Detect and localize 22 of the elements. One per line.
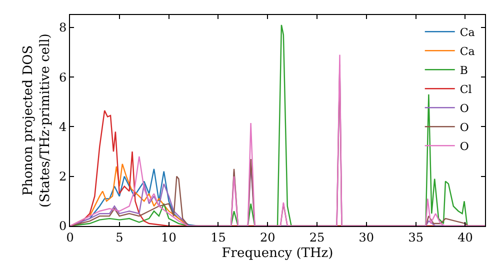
y-tick-label: 0 [58, 219, 67, 234]
legend-label: O [460, 102, 469, 115]
x-tick-label: 35 [408, 230, 424, 244]
x-tick-label: 10 [161, 230, 176, 244]
x-tick-label: 30 [358, 230, 374, 244]
x-tick-label: 15 [210, 230, 226, 244]
y-axis-title: Phonon projected DOS (States/THz·primitive cell) [21, 33, 53, 208]
x-tick-label: 40 [458, 230, 473, 244]
x-axis-title: Frequency (THz) [222, 246, 334, 261]
legend-label: Ca [460, 26, 476, 39]
y-tick-label: 6 [58, 70, 67, 84]
legend-label: Cl [460, 82, 472, 96]
legend-label: O [460, 140, 469, 153]
y-tick-label: 2 [58, 170, 67, 184]
legend-label: B [460, 64, 468, 77]
legend-label: O [460, 120, 469, 134]
x-tick-label: 20 [260, 230, 276, 244]
y-tick-label: 4 [58, 120, 67, 134]
y-tick-label: 8 [58, 20, 67, 35]
legend-label: Ca [460, 44, 476, 58]
x-tick-label: 5 [116, 230, 124, 244]
x-tick-label: 25 [309, 230, 325, 244]
